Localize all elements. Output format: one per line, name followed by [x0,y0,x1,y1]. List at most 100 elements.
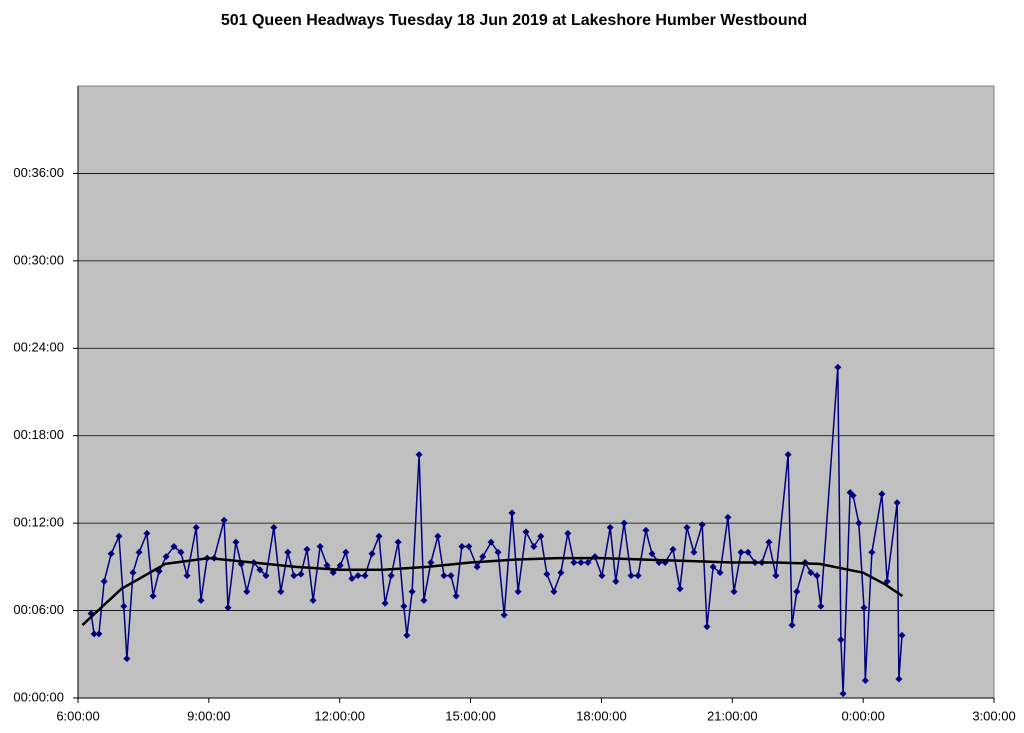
data-point [256,566,264,574]
data-point [243,588,251,596]
data-point [303,545,311,553]
data-point [143,529,151,537]
data-point [354,572,362,580]
data-point [500,611,508,619]
data-point [744,548,752,556]
data-point [375,532,383,540]
data-point [849,491,857,499]
y-tick-label: 00:18:00 [13,427,64,442]
data-point [860,604,868,612]
data-point [648,550,656,558]
x-tick-label: 21:00:00 [707,708,758,723]
data-point [381,599,389,607]
data-point [494,548,502,556]
data-point [361,572,369,580]
data-point [162,553,170,561]
data-point [627,572,635,580]
data-point [95,630,103,638]
data-point [394,538,402,546]
x-tick-label: 18:00:00 [576,708,627,723]
x-tick-label: 6:00:00 [56,708,99,723]
data-point [508,509,516,517]
data-point [487,538,495,546]
data-point [855,519,863,527]
data-point [342,548,350,556]
data-point [620,519,628,527]
data-point [420,596,428,604]
data-point [479,553,487,561]
data-point [90,630,98,638]
data-point [807,569,815,577]
data-point [861,677,869,685]
data-point [730,588,738,596]
data-point [817,602,825,610]
data-point [220,516,228,524]
data-point [447,572,455,580]
data-point [669,545,677,553]
data-point [895,675,903,683]
data-point [564,529,572,537]
data-point [577,558,585,566]
data-point [676,585,684,593]
x-tick-label: 15:00:00 [445,708,496,723]
data-point [837,636,845,644]
data-point [284,548,292,556]
data-point [765,538,773,546]
data-point [348,575,356,583]
data-point [458,542,466,550]
chart-title: 501 Queen Headways Tuesday 18 Jun 2019 a… [221,12,807,29]
data-point [107,550,115,558]
data-point [232,538,240,546]
data-point [277,588,285,596]
trend-line [81,556,904,627]
data-point [557,569,565,577]
data-point [440,572,448,580]
data-point [716,569,724,577]
data-point [170,542,178,550]
data-point [316,542,324,550]
data-point [183,572,191,580]
x-tick-label: 3:00:00 [972,708,1015,723]
data-point [115,532,123,540]
data-point [570,558,578,566]
data-point [737,548,745,556]
data-point [135,548,143,556]
x-tick-label: 9:00:00 [187,708,230,723]
data-point [703,623,711,631]
data-point [598,572,606,580]
data-point [606,524,614,532]
series-line [90,366,903,695]
data-point [537,532,545,540]
data-point [408,588,416,596]
data-point [290,572,298,580]
data-point [309,596,317,604]
data-point [793,588,801,596]
data-point [329,569,337,577]
data-point [634,572,642,580]
y-tick-label: 00:00:00 [13,689,64,704]
data-point [415,451,423,459]
data-point [878,490,886,498]
data-point [387,572,395,580]
plot-area [77,85,995,699]
data-point [149,592,157,600]
data-point [813,572,821,580]
y-tick-label: 00:24:00 [13,340,64,355]
data-point [434,532,442,540]
data-point [100,577,108,585]
data-point [683,524,691,532]
data-point [898,631,906,639]
data-point [262,572,270,580]
data-point [724,513,732,521]
data-point [452,592,460,600]
data-point [642,526,650,534]
data-point [123,655,131,663]
data-point [772,572,780,580]
data-point [839,690,847,698]
data-point [514,588,522,596]
data-point [323,561,331,569]
data-point [543,570,551,578]
data-point [197,596,205,604]
data-point [893,499,901,507]
